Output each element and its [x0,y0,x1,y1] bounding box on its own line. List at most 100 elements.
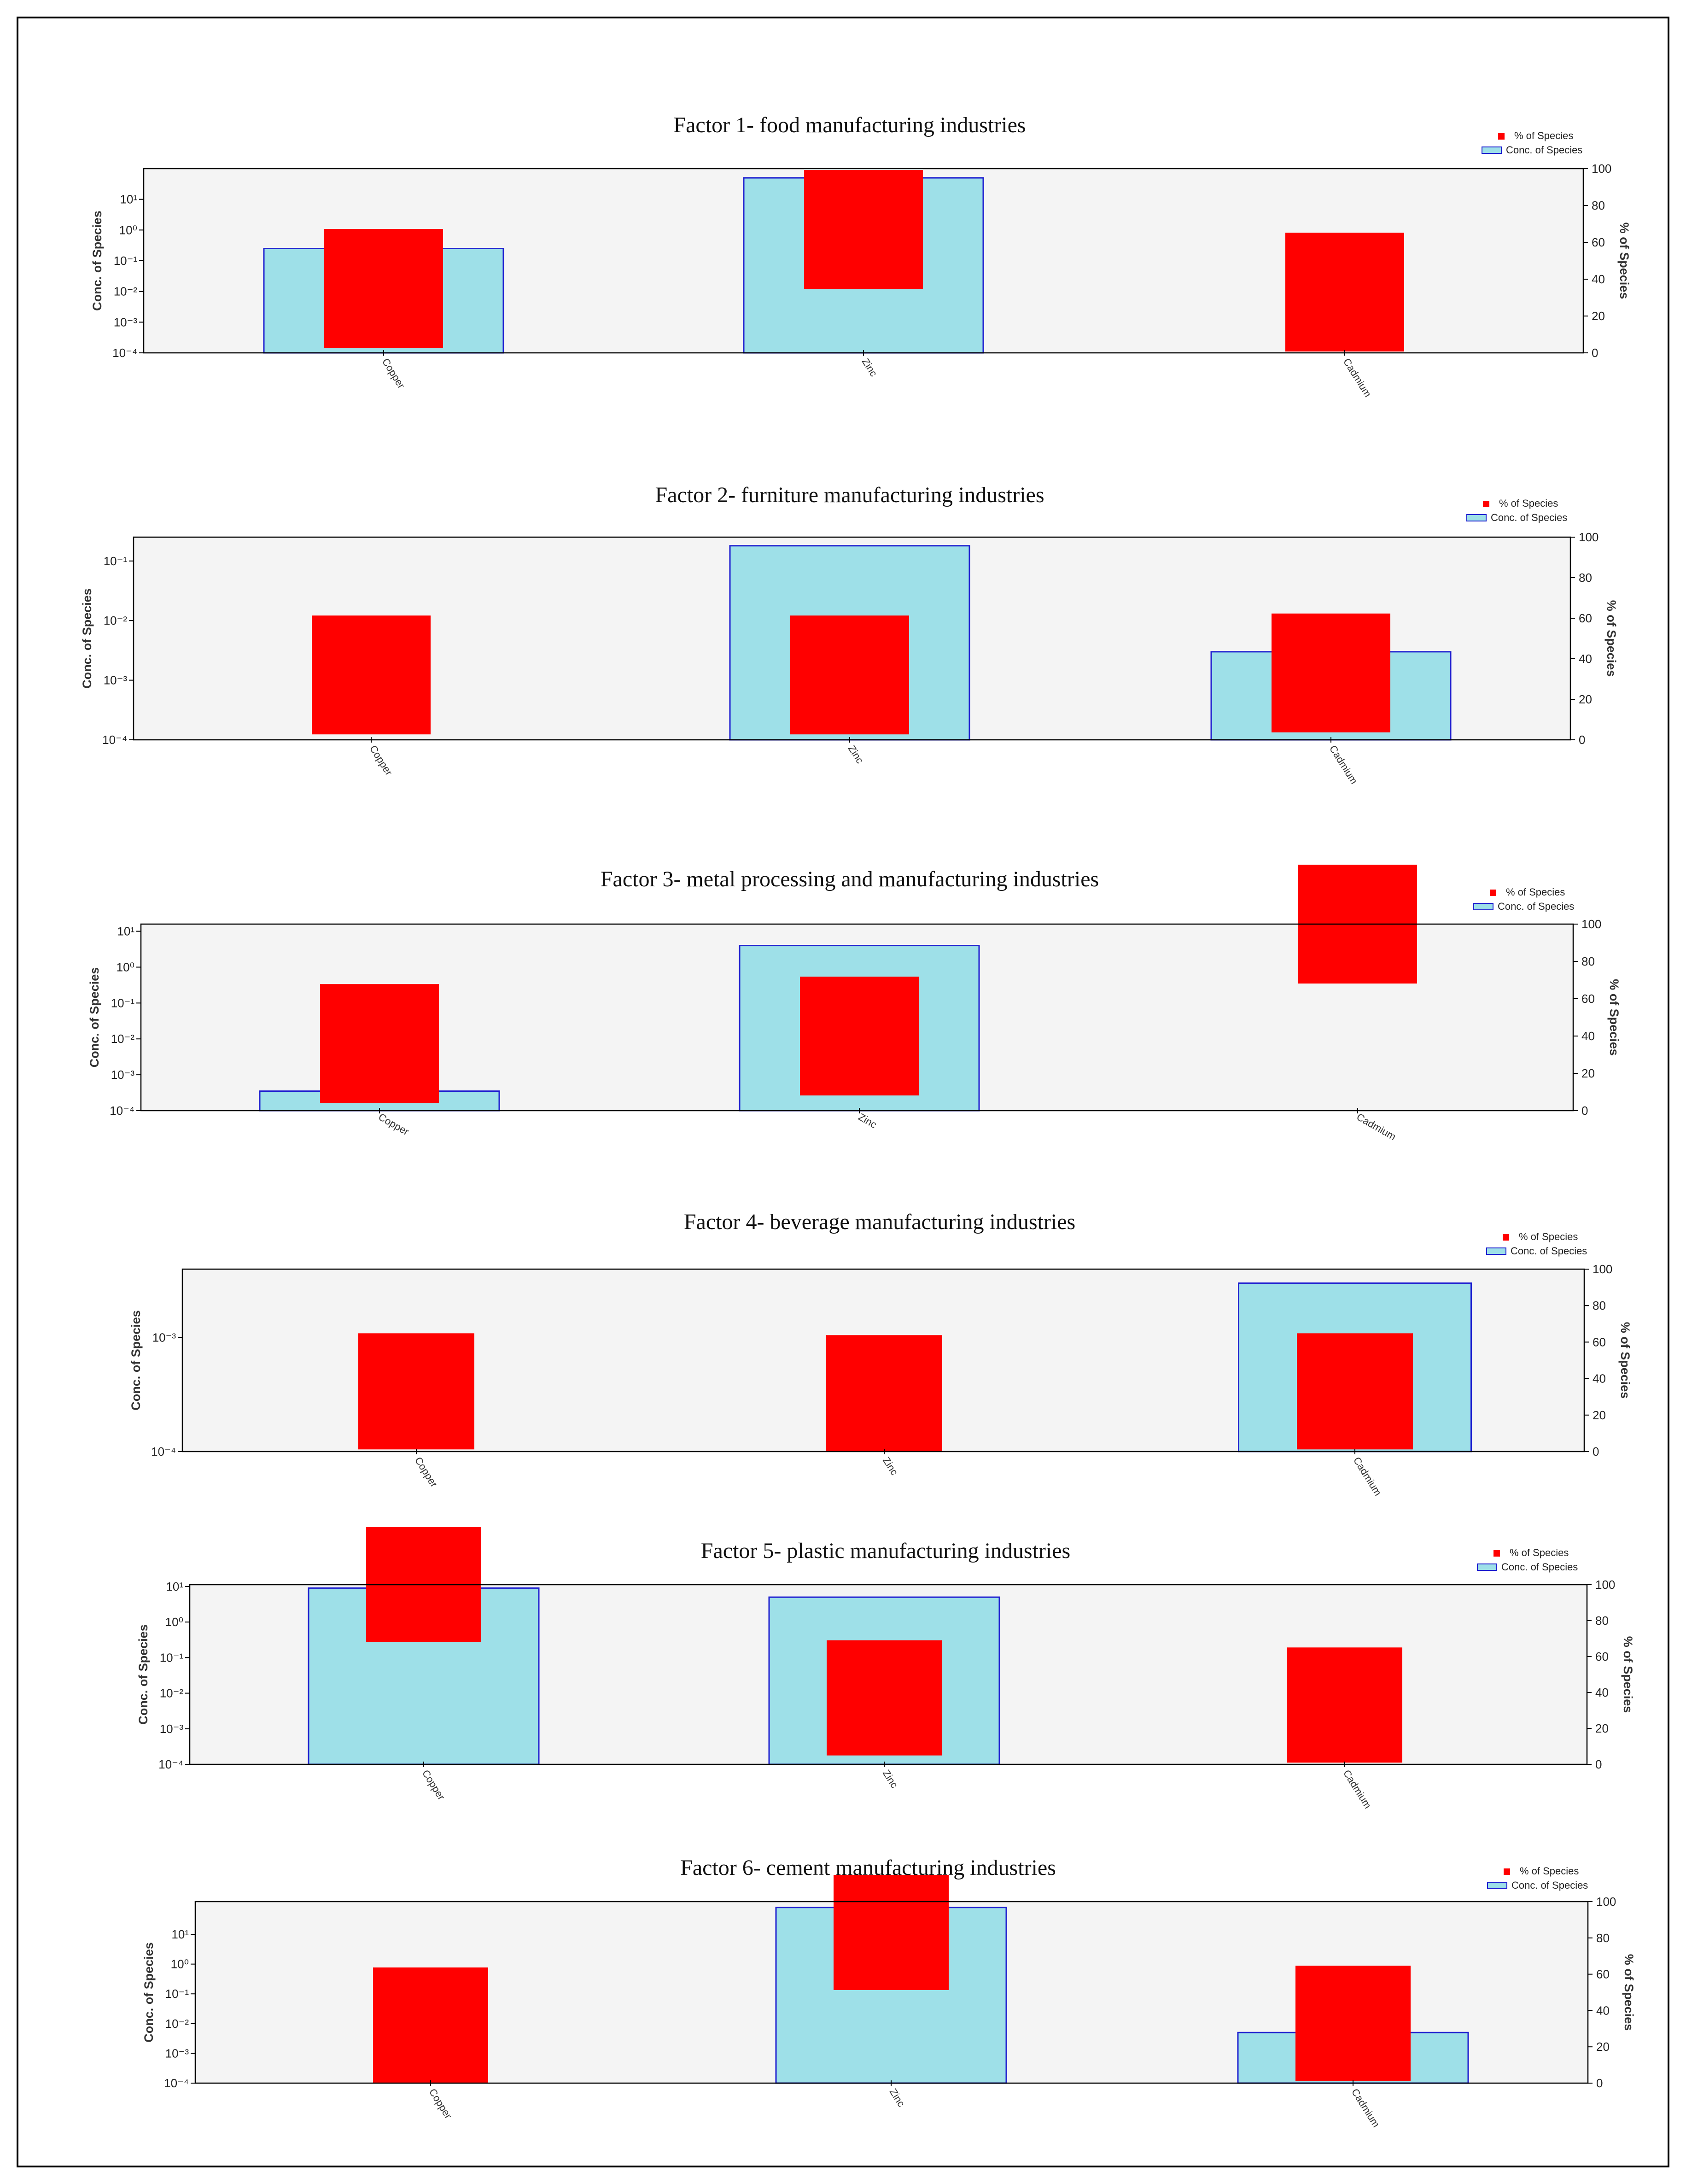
left-axis-tick-label: 10⁻² [160,1686,184,1700]
chart-title: Factor 5- plastic manufacturing industri… [701,1539,1070,1563]
left-axis-tick-label: 10¹ [166,1580,183,1593]
left-axis-tick-label: 10⁰ [117,960,134,974]
pct-marker-zinc [827,1640,942,1756]
right-axis-tick-label: 80 [1593,1299,1606,1312]
right-axis-tick-label: 80 [1596,1931,1610,1945]
right-axis-tick-label: 80 [1592,199,1605,212]
right-axis-tick-label: 20 [1592,309,1605,323]
pct-marker-copper [312,615,431,735]
legend-pct-swatch [1498,133,1505,140]
right-axis-tick-label: 60 [1595,1650,1609,1663]
legend-conc-swatch [1477,1563,1497,1571]
left-axis-tick-label: 10⁻⁴ [110,1104,134,1118]
legend-pct-label: % of Species [1510,1547,1569,1558]
chart-legend: % of Species Conc. of Species [1477,1547,1578,1573]
right-axis-tick-label: 40 [1579,652,1592,666]
pct-marker-copper [320,984,439,1103]
legend-conc-swatch [1486,1247,1506,1255]
pct-marker-cadmium [1295,1965,1411,2081]
legend-pct-label: % of Species [1514,130,1573,141]
chart-legend: % of Species Conc. of Species [1486,1231,1587,1257]
left-axis-tick-label: 10⁻¹ [111,996,135,1010]
right-axis-tick-label: 20 [1596,2040,1610,2054]
plot-frame [140,923,1574,1112]
right-axis-tick-label: 40 [1593,1372,1606,1386]
chart-title: Factor 2- furniture manufacturing indust… [655,483,1044,507]
left-axis-tick-label: 10⁻² [104,614,128,627]
pct-marker-cadmium [1287,1647,1402,1763]
legend-pct-swatch [1483,501,1489,507]
pct-marker-copper [358,1333,474,1450]
factor-chart-4: Factor 4- beverage manufacturing industr… [129,1210,1632,1498]
left-axis-label: Conc. of Species [90,211,104,311]
factor-chart-6: Factor 6- cement manufacturing industrie… [142,1856,1636,2129]
right-axis-tick-label: 40 [1581,1029,1595,1043]
chart-title: Factor 3- metal processing and manufactu… [601,867,1099,891]
legend-pct-swatch [1504,1868,1510,1875]
left-axis-tick-label: 10⁻³ [165,2046,189,2060]
chart-legend: % of Species Conc. of Species [1487,1865,1588,1891]
right-axis-tick-label: 80 [1579,571,1592,585]
legend-conc-swatch [1473,903,1493,910]
factor-chart-2: Factor 2- furniture manufacturing indust… [80,483,1618,786]
left-axis-tick-label: 10⁻¹ [165,1987,189,2001]
left-axis-tick-label: 10⁰ [171,1957,189,1971]
left-axis-label: Conc. of Species [129,1310,143,1411]
chart-legend: % of Species Conc. of Species [1466,498,1567,523]
right-axis-tick-label: 0 [1595,1757,1602,1771]
right-axis-tick-label: 40 [1592,272,1605,286]
left-axis-tick-label: 10⁰ [165,1615,183,1629]
pct-marker-zinc [826,1335,942,1452]
right-axis-tick-label: 0 [1593,1445,1599,1458]
left-axis-tick-label: 10⁻⁴ [102,733,127,747]
left-axis-tick-label: 10⁻² [165,2017,189,2031]
right-axis-tick-label: 0 [1581,1104,1588,1118]
legend-conc-label: Conc. of Species [1498,901,1574,912]
factor-chart-1: Factor 1- food manufacturing industries%… [90,113,1631,399]
legend-conc-label: Conc. of Species [1501,1561,1578,1573]
charts-container: Factor 1- food manufacturing industries%… [80,113,1636,2129]
left-axis-tick-label: 10⁻¹ [160,1651,184,1664]
pct-marker-copper [373,1967,488,2083]
right-axis-tick-label: 20 [1595,1721,1609,1735]
legend-pct-label: % of Species [1519,1231,1578,1242]
right-axis-tick-label: 100 [1592,162,1611,176]
right-axis-label: % of Species [1607,979,1621,1056]
right-axis-tick-label: 100 [1593,1262,1612,1276]
left-axis-tick-label: 10⁻³ [152,1331,176,1345]
left-axis-tick-label: 10⁻⁴ [164,2076,189,2090]
right-axis-tick-label: 0 [1596,2076,1603,2090]
right-axis-label: % of Species [1622,1954,1636,2031]
right-axis-tick-label: 40 [1595,1686,1609,1699]
right-axis-tick-label: 100 [1596,1895,1616,1909]
right-axis-tick-label: 40 [1596,2003,1610,2017]
left-axis-tick-label: 10¹ [120,193,137,206]
right-axis-tick-label: 60 [1581,992,1595,1006]
left-axis-label: Conc. of Species [80,588,94,689]
left-axis-tick-label: 10⁻¹ [114,254,138,268]
left-axis-tick-label: 10⁻³ [111,1068,135,1082]
legend-pct-label: % of Species [1506,886,1565,898]
pct-marker-zinc [804,170,923,289]
right-axis-tick-label: 100 [1595,1578,1615,1592]
left-axis-tick-label: 10⁻¹ [104,554,128,568]
right-axis-tick-label: 0 [1592,346,1598,360]
legend-conc-label: Conc. of Species [1511,1245,1587,1257]
right-axis-tick-label: 80 [1595,1614,1609,1628]
left-axis-tick-label: 10⁰ [119,223,137,237]
right-axis-tick-label: 60 [1593,1335,1606,1349]
left-axis-label: Conc. of Species [88,967,101,1068]
legend-conc-label: Conc. of Species [1491,512,1567,523]
right-axis-tick-label: 20 [1579,692,1592,706]
pct-marker-cadmium [1285,233,1404,351]
right-axis-tick-label: 60 [1592,235,1605,249]
legend-pct-swatch [1493,1550,1500,1557]
left-axis-tick-label: 10¹ [117,925,134,938]
legend-conc-label: Conc. of Species [1511,1880,1588,1891]
right-axis-tick-label: 100 [1579,530,1598,544]
legend-conc-swatch [1482,146,1502,154]
pct-marker-zinc [834,1874,949,1990]
left-axis-tick-label: 10⁻³ [104,673,128,687]
left-axis-tick-label: 10⁻⁴ [158,1757,183,1771]
